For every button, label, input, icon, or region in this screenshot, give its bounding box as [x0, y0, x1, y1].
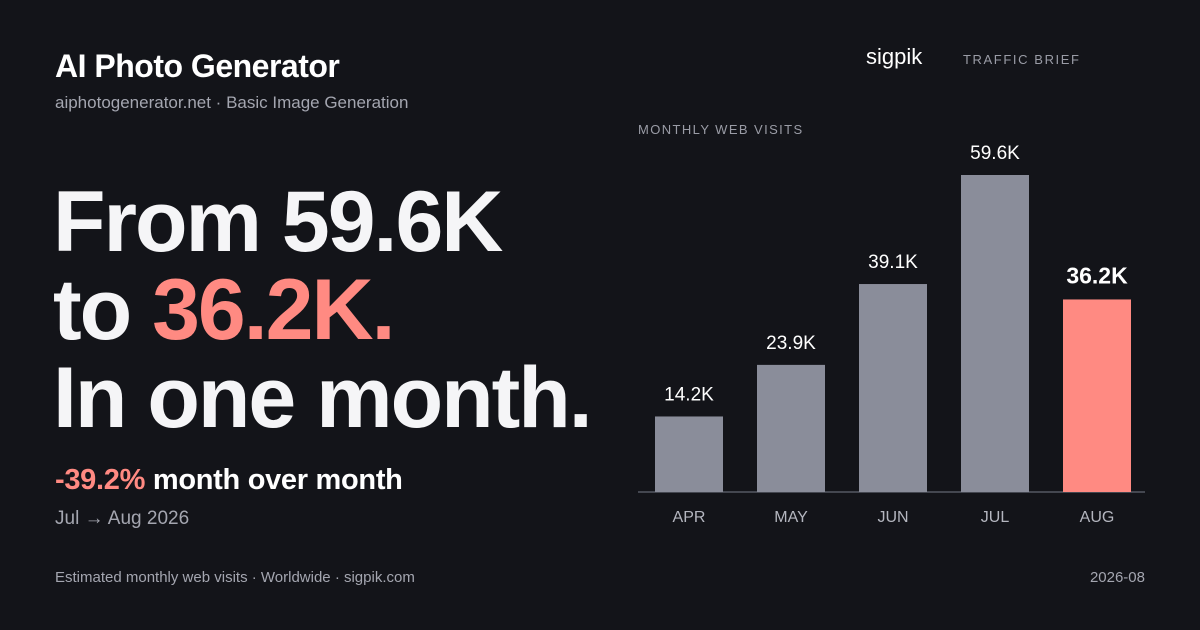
x-tick-jul: JUL [981, 509, 1010, 526]
change-period: Jul → Aug 2026 [55, 508, 190, 529]
data-label-may: 23.9K [766, 333, 816, 354]
footer-date: 2026-08 [1089, 569, 1145, 586]
bar-apr [655, 416, 723, 492]
headline: From 59.6K to 36.2K. In one month. [53, 178, 593, 442]
bar-jun [859, 284, 927, 492]
chart-title: MONTHLY WEB VISITS [638, 122, 804, 137]
headline-line-2-accent: 36.2K. [152, 262, 395, 358]
headline-line-3: In one month. [53, 350, 593, 446]
site-subtitle: aiphotogenerator.net · Basic Image Gener… [55, 93, 409, 112]
data-label-aug: 36.2K [1066, 262, 1128, 288]
data-label-jun: 39.1K [868, 252, 918, 273]
x-tick-aug: AUG [1080, 509, 1115, 526]
bar-may [757, 364, 825, 492]
brand-logo: sigpik [866, 44, 923, 69]
headline-line-2-prefix: to [53, 262, 153, 358]
change-label: month over month [145, 464, 403, 496]
x-tick-apr: APR [673, 509, 706, 526]
headline-line-1: From 59.6K [53, 174, 503, 270]
app-title: AI Photo Generator [55, 48, 340, 84]
bar-aug [1063, 299, 1131, 492]
brief-label: TRAFFIC BRIEF [963, 52, 1081, 67]
data-label-jul: 59.6K [970, 143, 1020, 164]
data-label-apr: 14.2K [664, 384, 714, 405]
x-tick-may: MAY [774, 509, 808, 526]
x-tick-jun: JUN [877, 509, 908, 526]
change-percent: -39.2% [55, 464, 146, 496]
bar-jul [961, 175, 1029, 492]
change-summary: -39.2% month over month [55, 464, 403, 497]
footer-source: Estimated monthly web visits · Worldwide… [55, 569, 415, 586]
